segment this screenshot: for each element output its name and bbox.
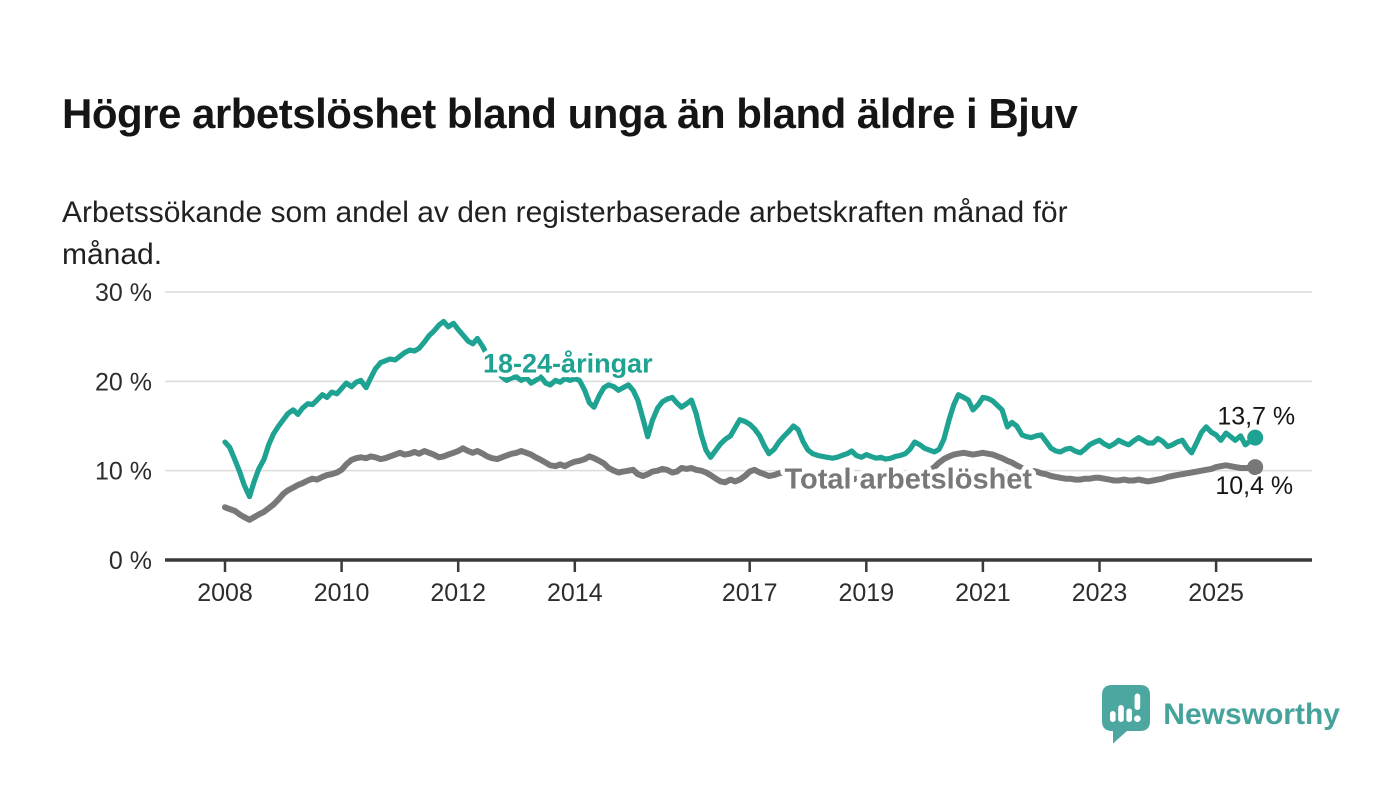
- footer-branding: Newsworthy: [1101, 685, 1340, 745]
- x-tick-label: 2019: [838, 579, 894, 607]
- x-tick-label: 2010: [314, 579, 370, 607]
- series-line-total: [222, 445, 1259, 523]
- newsworthy-logo-icon: [1102, 685, 1151, 744]
- x-tick-label: 2014: [547, 579, 603, 607]
- chart-subtitle: Arbetssökande som andel av den registerb…: [62, 196, 1068, 271]
- x-tick-label: 2023: [1072, 579, 1128, 607]
- end-value-label-youth: 13,7 %: [1217, 403, 1295, 431]
- x-tick-label: 2017: [722, 579, 778, 607]
- series-label-youth: 18-24-åringar: [483, 348, 653, 378]
- x-tick-label: 2025: [1188, 579, 1244, 607]
- y-tick-label: 30 %: [95, 279, 152, 307]
- x-tick-label: 2012: [430, 579, 486, 607]
- y-tick-label: 20 %: [95, 368, 152, 396]
- series-label-total: Total arbetslöshet: [784, 464, 1032, 496]
- end-dot-total: [1247, 459, 1264, 476]
- y-tick-label: 0 %: [109, 547, 152, 575]
- newsworthy-wordmark: Newsworthy: [1163, 698, 1340, 731]
- end-dot-youth: [1247, 429, 1264, 446]
- page-title: Högre arbetslöshet bland unga än bland ä…: [62, 90, 1078, 138]
- end-value-label-total: 10,4 %: [1215, 472, 1293, 500]
- x-tick-label: 2008: [197, 579, 253, 607]
- x-tick-label: 2021: [955, 579, 1011, 607]
- series-line-youth: [222, 318, 1258, 500]
- y-tick-label: 10 %: [95, 458, 152, 486]
